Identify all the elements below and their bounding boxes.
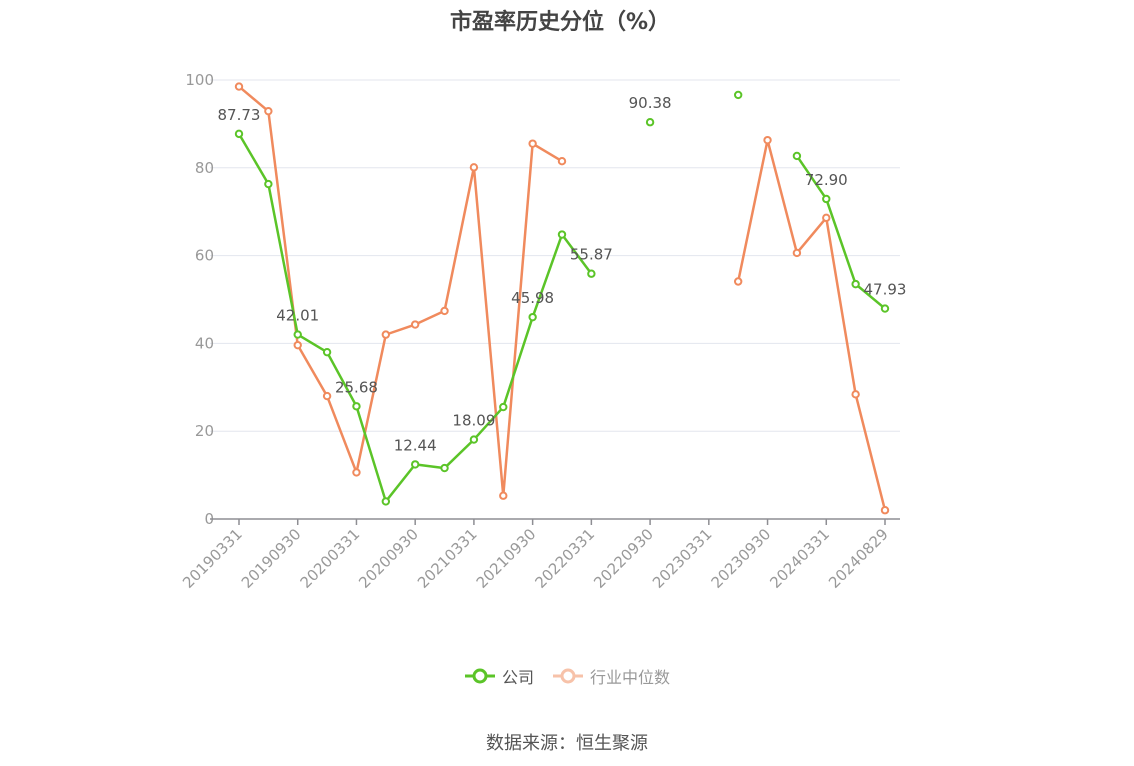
legend-item-industry-median[interactable]: 行业中位数 <box>552 664 670 688</box>
data-point-industry-median-20201231 <box>440 306 449 316</box>
x-tick-label-20220331: 20220331 <box>531 525 598 592</box>
data-point-company-20220930 <box>645 118 655 127</box>
data-label-company-20220930: 90.38 <box>629 94 672 112</box>
y-tick-label-100: 100 <box>185 71 214 89</box>
series-line-industry-median-1 <box>736 138 887 511</box>
data-point-company-20190630 <box>264 179 273 189</box>
data-label-company-20200331: 25.68 <box>335 378 378 396</box>
x-tick-label-20220930: 20220930 <box>590 525 657 592</box>
data-label-company-20190930: 42.01 <box>276 307 319 325</box>
data-point-company-20201231 <box>440 463 449 473</box>
series-industry-median <box>234 82 890 515</box>
data-point-industry-median-20190331 <box>234 82 244 91</box>
data-point-industry-median-20240331 <box>822 213 831 223</box>
data-point-industry-median-20210331 <box>469 163 479 172</box>
data-label-company-20240829: 47.93 <box>864 281 907 299</box>
x-tick-label-20240331: 20240331 <box>766 525 833 592</box>
data-source-note: 数据来源：恒生聚源 <box>486 733 648 754</box>
data-point-company-20190331 <box>234 129 244 139</box>
x-tick-label-20190930: 20190930 <box>238 525 305 592</box>
data-point-industry-median-20210930 <box>528 139 537 148</box>
x-tick-label-20210930: 20210930 <box>473 525 540 592</box>
series-line-company-1 <box>795 155 886 310</box>
data-point-industry-median-20211231 <box>557 157 567 166</box>
y-tick-label-60: 60 <box>195 247 214 265</box>
data-point-company-20240630 <box>851 279 860 289</box>
data-label-company-20220331: 55.87 <box>570 246 613 264</box>
data-point-company-20240331 <box>822 194 831 204</box>
data-point-company-20230630 <box>733 90 743 100</box>
x-tick-label-20200331: 20200331 <box>297 525 364 592</box>
legend-item-company[interactable]: 公司 <box>464 664 534 688</box>
data-point-industry-median-20240630 <box>851 390 860 399</box>
data-point-company-20190930 <box>293 330 302 339</box>
data-point-industry-median-20230930 <box>763 135 772 145</box>
data-point-company-20211231 <box>557 230 567 239</box>
data-point-industry-median-20231231 <box>792 248 802 258</box>
data-point-company-20210630 <box>499 402 508 412</box>
legend-marker-industry-median <box>553 668 583 684</box>
legend: 公司 行业中位数 <box>0 664 1134 688</box>
data-point-industry-median-20230630 <box>733 277 743 286</box>
data-point-industry-median-20191231 <box>322 391 332 401</box>
data-label-company-20210930: 45.98 <box>511 289 554 307</box>
data-point-company-20231231 <box>792 151 802 161</box>
data-point-industry-median-20200930 <box>410 320 420 329</box>
data-point-industry-median-20210630 <box>499 491 508 500</box>
legend-label-company: 公司 <box>501 668 534 687</box>
x-tick-label-20210331: 20210331 <box>414 525 481 592</box>
legend-marker-company <box>464 668 495 684</box>
data-point-industry-median-20200331 <box>352 468 361 477</box>
data-point-industry-median-20200630 <box>381 330 391 339</box>
legend-label-industry-median: 行业中位数 <box>590 668 671 687</box>
y-tick-label-20: 20 <box>195 422 214 440</box>
data-point-company-20210331 <box>469 435 479 444</box>
data-point-company-20210930 <box>528 312 537 322</box>
x-tick-label-20240829: 20240829 <box>825 525 892 592</box>
data-point-company-20200630 <box>381 497 391 506</box>
series-company <box>234 90 890 506</box>
data-point-industry-median-20240829 <box>880 506 890 515</box>
x-tick-label-20200930: 20200930 <box>355 525 422 592</box>
x-tick-label-20230331: 20230331 <box>649 525 716 592</box>
x-tick-label-20190331: 20190331 <box>179 525 246 592</box>
data-point-company-20191231 <box>322 347 332 357</box>
data-point-industry-median-20190930 <box>293 340 302 350</box>
data-label-company-20190331: 87.73 <box>218 106 261 124</box>
x-tick-label-20230930: 20230930 <box>708 525 775 592</box>
data-label-company-20200930: 12.44 <box>394 436 437 454</box>
y-tick-label-80: 80 <box>195 159 214 177</box>
y-tick-label-40: 40 <box>195 334 214 352</box>
chart-title: 市盈率历史分位（%） <box>449 10 671 35</box>
data-point-company-20240829 <box>880 304 890 313</box>
y-tick-label-0: 0 <box>204 510 214 528</box>
data-label-company-20240331: 72.90 <box>805 171 848 189</box>
data-point-company-20200930 <box>410 460 420 469</box>
data-label-company-20210331: 18.09 <box>452 412 495 430</box>
data-point-company-20200331 <box>352 402 361 411</box>
data-point-industry-median-20190630 <box>264 106 273 116</box>
data-point-company-20220331 <box>587 269 596 278</box>
